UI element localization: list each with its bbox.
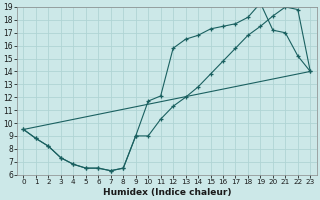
X-axis label: Humidex (Indice chaleur): Humidex (Indice chaleur) — [103, 188, 231, 197]
